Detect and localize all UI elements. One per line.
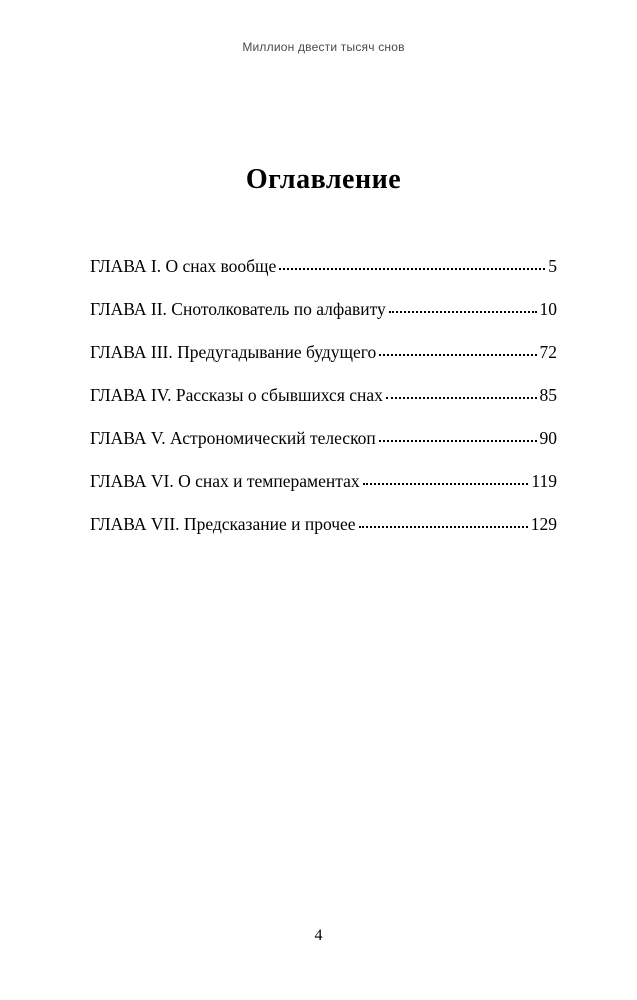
entry-page: 129 [531, 514, 557, 535]
entry-leader [389, 311, 537, 313]
page-number: 4 [0, 927, 637, 945]
entry-page: 119 [531, 471, 557, 492]
toc-title: Оглавление [90, 164, 557, 196]
toc-entry: ГЛАВА I. О снах вообще 5 [90, 256, 557, 277]
entry-leader [379, 440, 537, 442]
entry-leader [279, 268, 545, 270]
toc-list: ГЛАВА I. О снах вообще 5 ГЛАВА II. Сното… [90, 256, 557, 535]
toc-entry: ГЛАВА II. Снотолкователь по алфавиту 10 [90, 299, 557, 320]
entry-leader [363, 483, 529, 485]
entry-page: 5 [548, 256, 557, 277]
entry-label: ГЛАВА V. Астрономический телескоп [90, 428, 376, 449]
entry-label: ГЛАВА I. О снах вообще [90, 256, 276, 277]
entry-page: 72 [540, 342, 558, 363]
toc-entry: ГЛАВА V. Астрономический телескоп 90 [90, 428, 557, 449]
entry-page: 90 [540, 428, 558, 449]
entry-leader [359, 526, 528, 528]
toc-entry: ГЛАВА VII. Предсказание и прочее 129 [90, 514, 557, 535]
entry-label: ГЛАВА VII. Предсказание и прочее [90, 514, 356, 535]
entry-label: ГЛАВА VI. О снах и темпераментах [90, 471, 360, 492]
entry-label: ГЛАВА III. Предугадывание будущего [90, 342, 376, 363]
entry-label: ГЛАВА II. Снотолкователь по алфавиту [90, 299, 386, 320]
toc-entry: ГЛАВА III. Предугадывание будущего 72 [90, 342, 557, 363]
entry-leader [379, 354, 536, 356]
entry-page: 85 [540, 385, 558, 406]
entry-page: 10 [540, 299, 558, 320]
toc-entry: ГЛАВА VI. О снах и темпераментах 119 [90, 471, 557, 492]
entry-leader [386, 397, 537, 399]
entry-label: ГЛАВА IV. Рассказы о сбывшихся снах [90, 385, 383, 406]
toc-entry: ГЛАВА IV. Рассказы о сбывшихся снах 85 [90, 385, 557, 406]
running-header: Миллион двести тысяч снов [90, 40, 557, 54]
